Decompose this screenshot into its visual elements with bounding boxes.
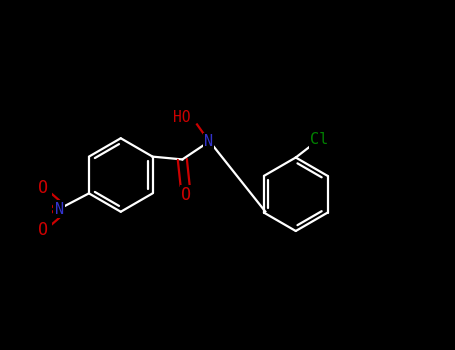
Text: O: O bbox=[38, 179, 48, 197]
Text: N: N bbox=[204, 134, 213, 149]
Text: O: O bbox=[38, 221, 48, 239]
Text: Cl: Cl bbox=[310, 133, 329, 147]
Text: O: O bbox=[181, 187, 191, 204]
Text: N: N bbox=[55, 202, 64, 217]
Text: HO: HO bbox=[173, 110, 191, 125]
